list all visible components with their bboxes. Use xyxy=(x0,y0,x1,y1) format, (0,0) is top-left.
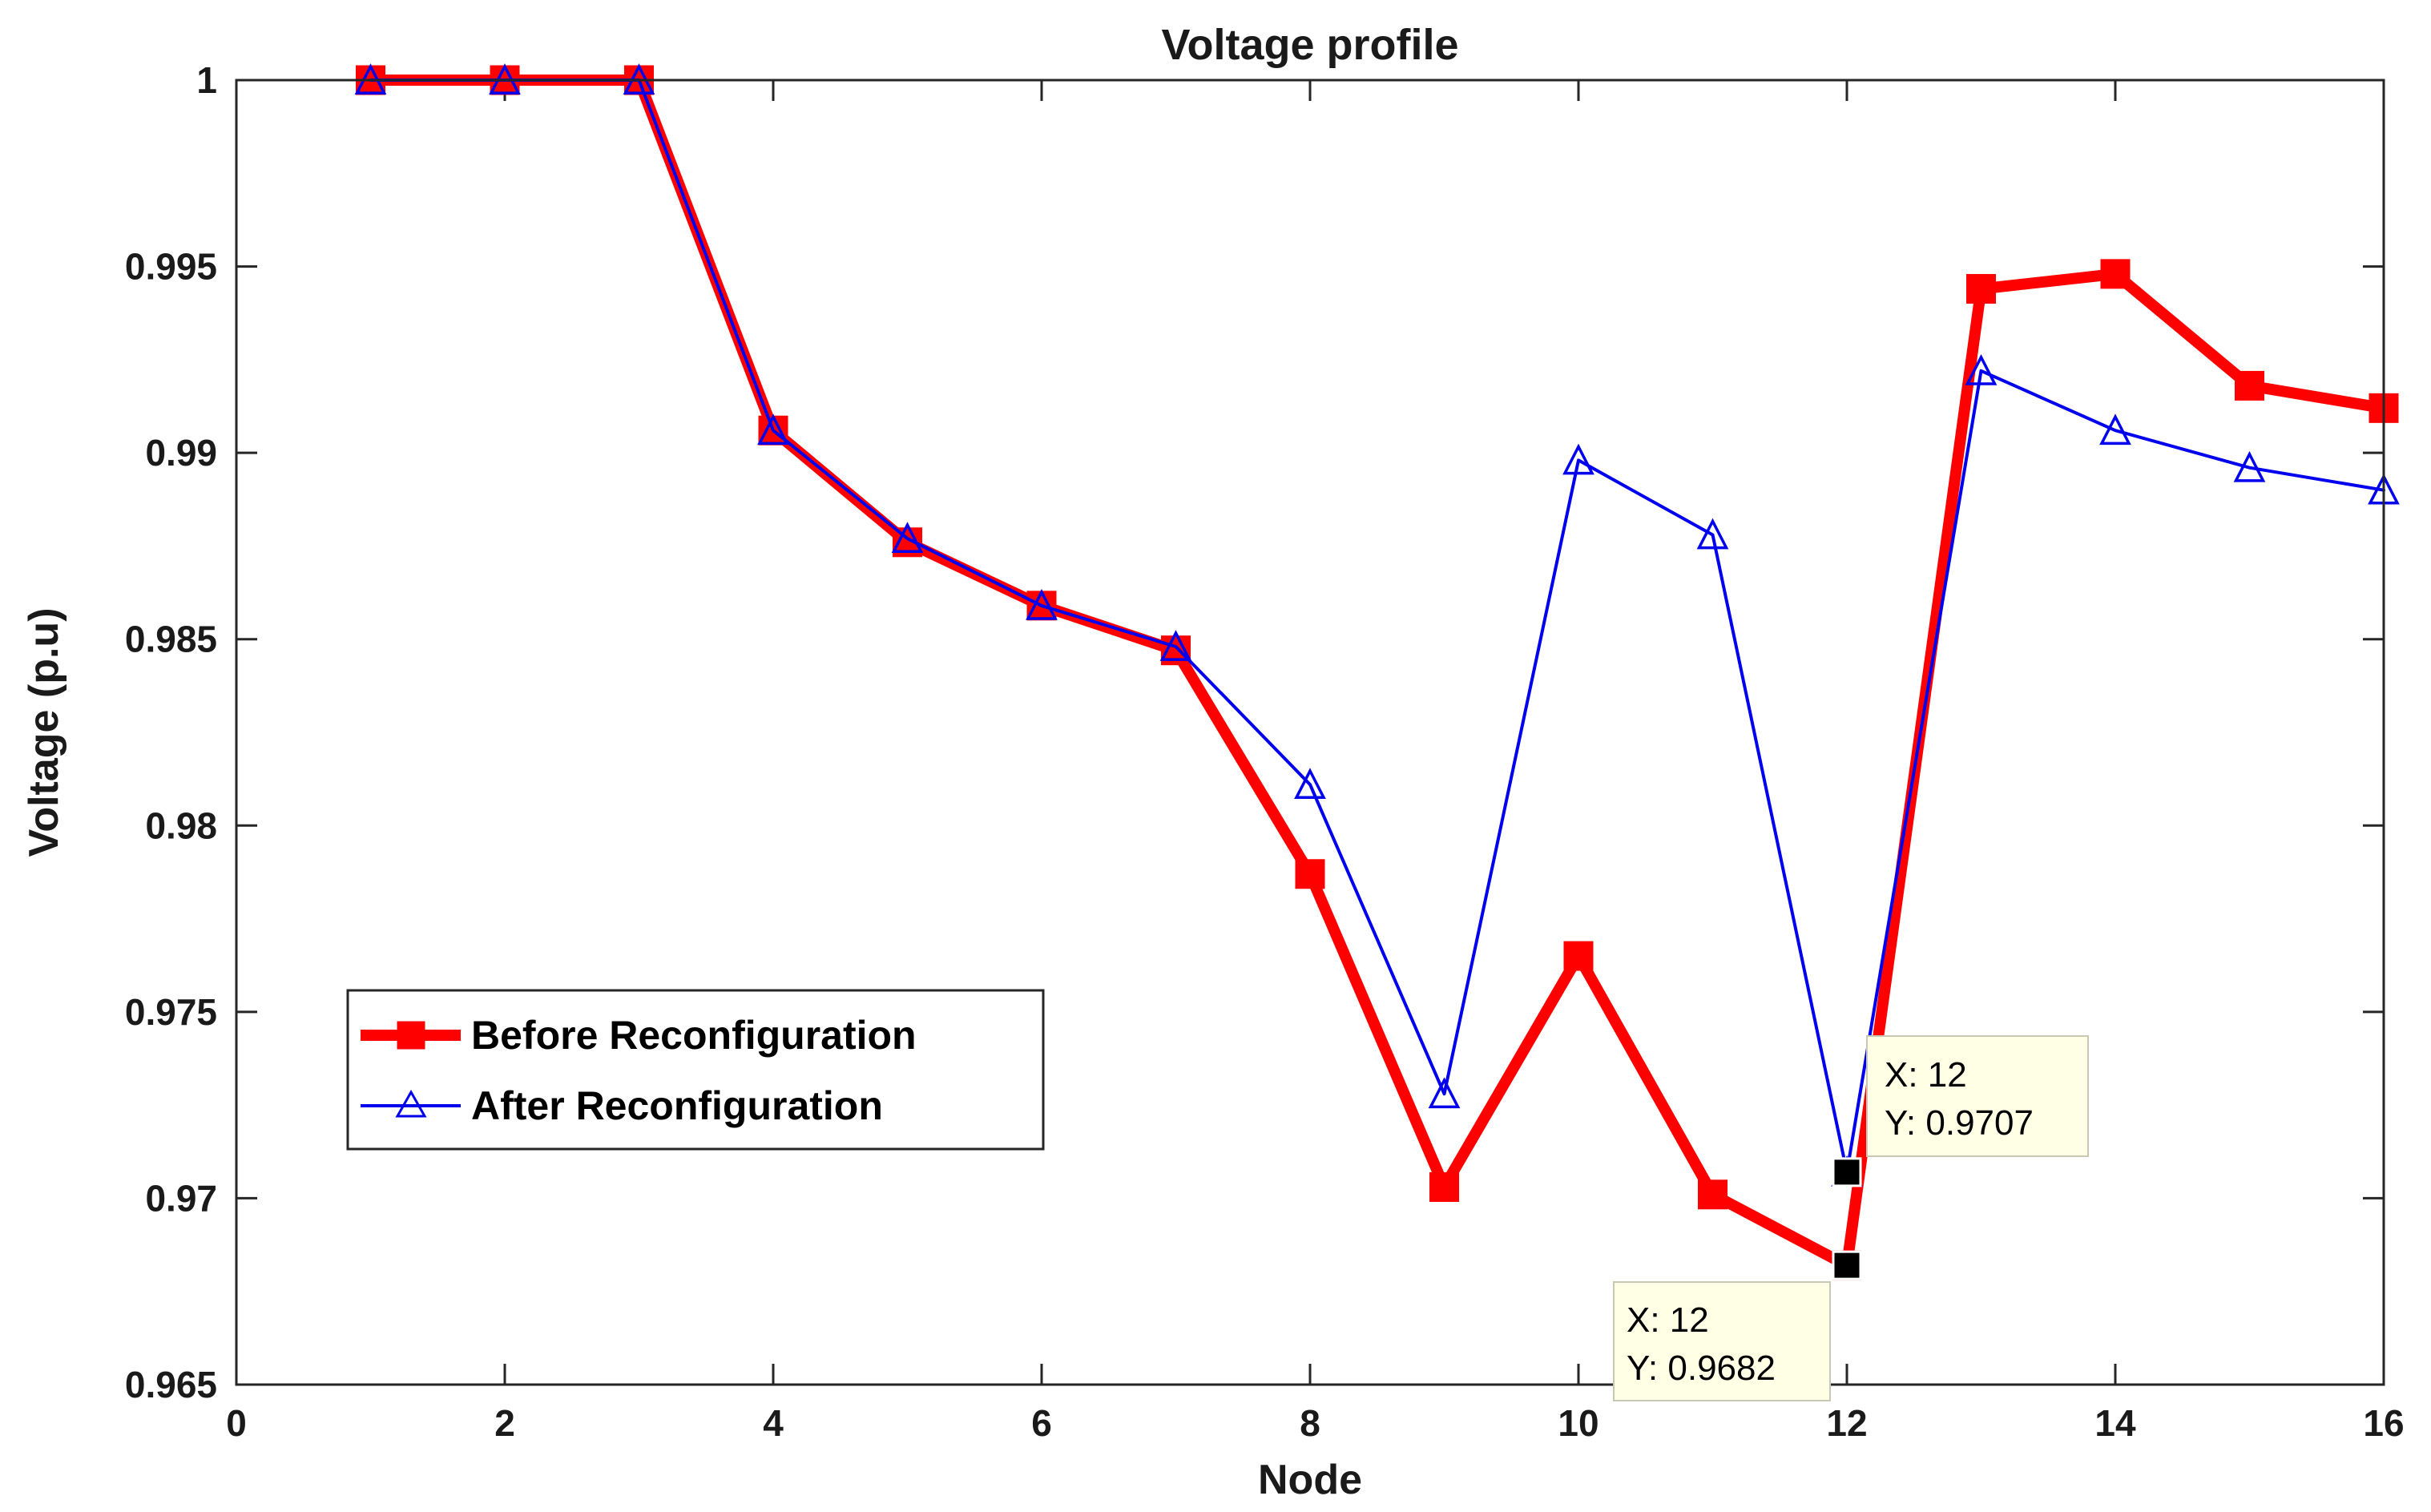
y-tick-label: 0.995 xyxy=(125,246,217,288)
x-tick-label: 4 xyxy=(763,1402,784,1444)
datatip-after-y: Y: 0.9707 xyxy=(1885,1103,2034,1143)
data-point-square[interactable] xyxy=(1429,1171,1459,1202)
data-point-square[interactable] xyxy=(2235,370,2264,401)
y-tick-label: 0.975 xyxy=(125,991,217,1033)
plot-frame xyxy=(235,79,2385,1386)
datatip-before-node-12[interactable]: X: 12 Y: 0.9682 xyxy=(1613,1281,1831,1401)
x-axis-label: Node xyxy=(1258,1457,1362,1503)
data-point-triangle[interactable] xyxy=(1965,353,1998,385)
y-tick-label: 1 xyxy=(196,59,217,101)
legend-entry-after[interactable]: After Reconfiguration xyxy=(361,1083,883,1128)
x-tick-label: 8 xyxy=(1300,1402,1320,1444)
data-point-square[interactable] xyxy=(1295,859,1325,889)
x-tick-label: 2 xyxy=(494,1402,515,1444)
x-tick-label: 14 xyxy=(2094,1402,2136,1444)
legend-before-marker xyxy=(397,1021,425,1050)
data-point-square[interactable] xyxy=(1563,941,1594,971)
data-point-triangle[interactable] xyxy=(757,413,789,446)
data-point-triangle[interactable] xyxy=(1696,518,1729,550)
datatip-marker[interactable] xyxy=(1832,1250,1862,1280)
data-point-triangle[interactable] xyxy=(1428,1077,1461,1109)
y-tick-label: 0.99 xyxy=(145,432,217,474)
y-tick-label: 0.985 xyxy=(125,619,217,660)
data-point-triangle[interactable] xyxy=(2099,413,2131,446)
chart-title: Voltage profile xyxy=(1161,21,1458,69)
legend-box xyxy=(346,989,1045,1151)
data-point-square[interactable] xyxy=(1698,1179,1728,1210)
y-tick-label: 0.97 xyxy=(145,1177,217,1219)
x-tick-label: 0 xyxy=(226,1402,247,1444)
legend-entry-before[interactable]: Before Reconfiguration xyxy=(361,1013,917,1058)
series-line xyxy=(369,79,2385,1174)
axis-tick-labels: 0 2 4 6 8 10 12 14 16 0.965 0.97 0.975 0.98 0.985 0.99… xyxy=(125,59,2405,1444)
x-tick-label: 16 xyxy=(2363,1402,2404,1444)
datatip-markers xyxy=(1832,1157,1862,1280)
datatip-after-box xyxy=(1866,1035,2089,1157)
x-tick-label: 6 xyxy=(1031,1402,1052,1444)
x-tick-label: 10 xyxy=(1558,1402,1598,1444)
legend[interactable]: Before Reconfiguration After Reconfigura… xyxy=(346,989,1045,1151)
legend-after-label: After Reconfiguration xyxy=(471,1083,883,1128)
legend-after-marker xyxy=(395,1089,427,1118)
data-point-square[interactable] xyxy=(1966,273,1996,304)
data-point-triangle[interactable] xyxy=(1026,589,1058,620)
data-point-triangle[interactable] xyxy=(1159,630,1192,661)
plot-area xyxy=(236,80,2384,1385)
y-axis-label: Voltage (p.u) xyxy=(21,607,67,857)
datatip-after-x: X: 12 xyxy=(1885,1055,1967,1095)
y-tick-label: 0.965 xyxy=(125,1364,217,1405)
data-point-triangle[interactable] xyxy=(2233,450,2266,482)
data-point-triangle[interactable] xyxy=(1294,768,1326,800)
data-point-square[interactable] xyxy=(2100,259,2131,289)
data-point-triangle[interactable] xyxy=(891,522,924,554)
datatip-before-x: X: 12 xyxy=(1627,1300,1709,1340)
data-point-triangle[interactable] xyxy=(1562,443,1594,475)
legend-before-label: Before Reconfiguration xyxy=(471,1013,917,1058)
datatip-before-y: Y: 0.9682 xyxy=(1627,1349,1776,1388)
datatip-before-box xyxy=(1613,1281,1831,1401)
datatip-after-node-12[interactable]: X: 12 Y: 0.9707 xyxy=(1866,1035,2089,1157)
x-tick-label: 12 xyxy=(1826,1402,1867,1444)
y-tick-label: 0.98 xyxy=(145,804,217,846)
datatip-marker[interactable] xyxy=(1832,1157,1862,1187)
